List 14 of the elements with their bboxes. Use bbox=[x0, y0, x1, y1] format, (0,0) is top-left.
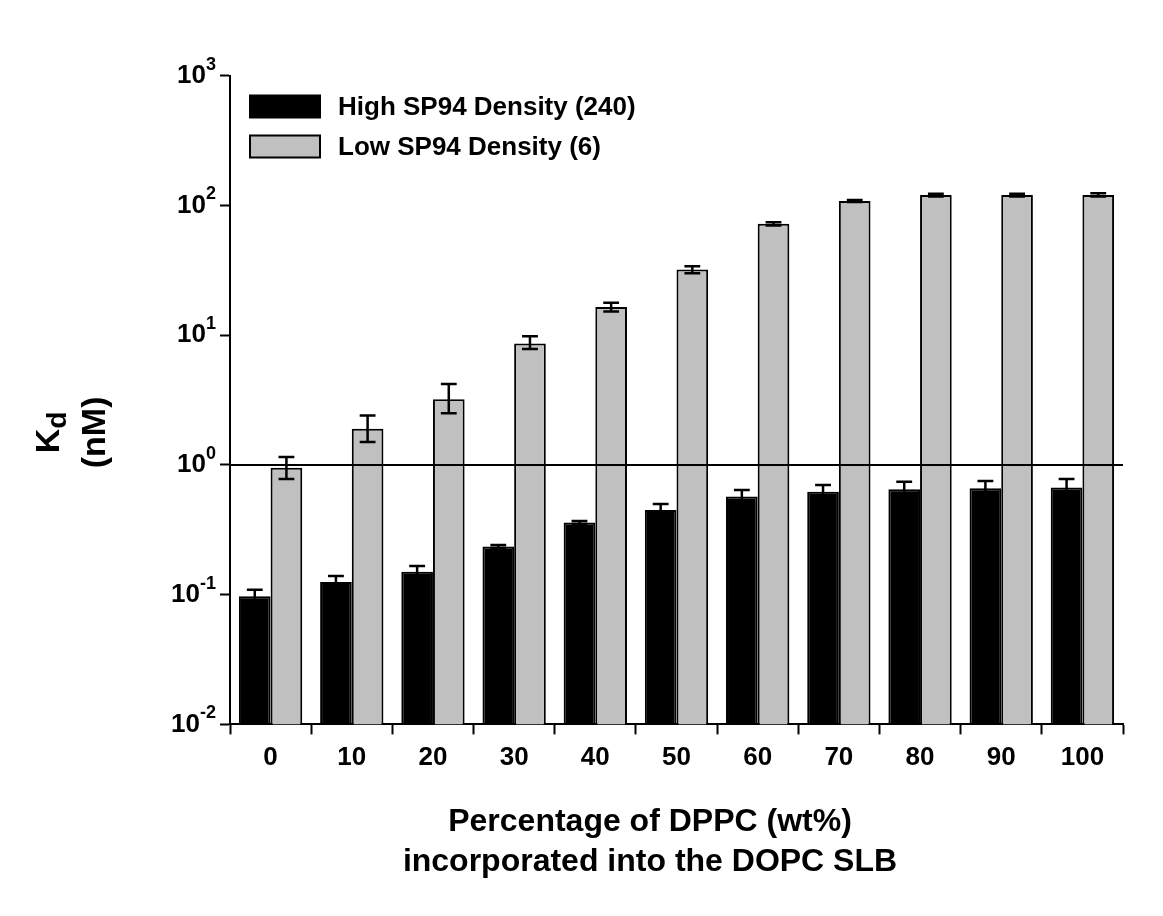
x-tick-label: 100 bbox=[1060, 741, 1105, 772]
x-tick-label: 90 bbox=[986, 741, 1016, 772]
x-tick-label: 30 bbox=[499, 741, 529, 772]
legend-label: High SP94 Density (240) bbox=[338, 90, 636, 121]
x-tick-label: 0 bbox=[263, 741, 278, 772]
x-tick-label: 40 bbox=[580, 741, 610, 772]
x-tick-label: 50 bbox=[662, 741, 691, 772]
legend-label: Low SP94 Density (6) bbox=[338, 130, 601, 161]
x-tick-label: 60 bbox=[743, 741, 773, 772]
x-axis-title: Percentage of DPPC (wt%) incorporated into the DOPC SLB bbox=[401, 801, 899, 880]
x-tick-label: 70 bbox=[824, 741, 854, 772]
x-tick-label: 10 bbox=[337, 741, 367, 772]
x-tick-label: 20 bbox=[418, 741, 448, 772]
x-tick-label: 80 bbox=[905, 741, 935, 772]
